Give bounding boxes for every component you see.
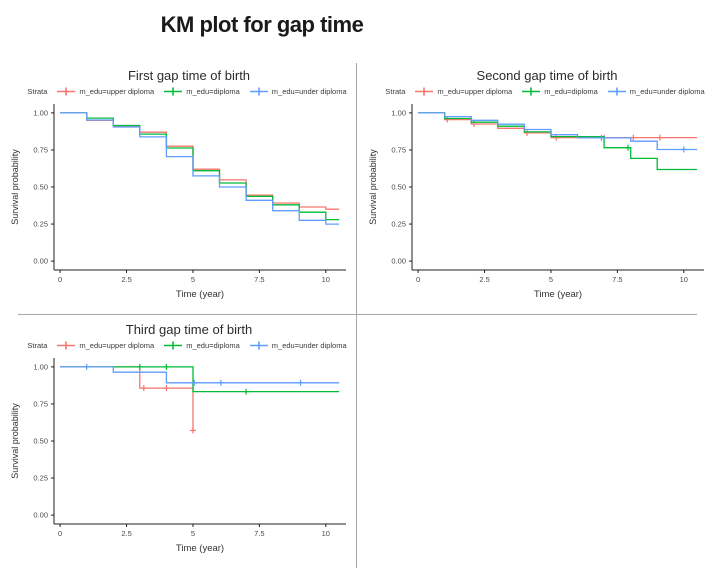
legend-item: m_edu=under diploma [249,87,347,96]
km-curve [60,112,340,225]
x-axis-title: Time (year) [176,289,224,300]
y-tick-label: 0.50 [33,183,48,192]
legend-label: m_edu=diploma [186,87,240,96]
x-tick-label: 5 [191,529,195,538]
x-tick-label: 0 [58,275,62,284]
km-curve [60,366,340,384]
x-tick-label: 10 [322,529,330,538]
empty-quadrant [358,314,714,580]
legend-item: m_edu=upper diploma [56,341,154,350]
km-curve [60,366,194,431]
subplot-second-gap: Second gap time of birth Strata m_edu=up… [358,60,714,314]
y-tick-label: 1.00 [33,362,48,371]
main-title: KM plot for gap time [160,12,364,37]
x-tick-label: 5 [191,275,195,284]
x-tick-label: 2.5 [121,275,131,284]
legend-label: m_edu=under diploma [271,341,347,350]
legend-item: m_edu=under diploma [607,87,705,96]
y-tick-label: 0.00 [391,257,406,266]
legend-key-icon [57,87,76,96]
plot-title: Third gap time of birth [125,322,253,337]
x-tick-label: 7.5 [612,275,622,284]
legend: Strata m_edu=upper diploma m_edu=diploma m… [0,341,356,350]
legend-label: m_edu=upper diploma [437,87,513,96]
legend-key-icon [607,87,626,96]
legend-title: Strata [27,341,48,350]
subplot-third-gap: Third gap time of birth Strata m_edu=upp… [0,314,356,580]
legend: Strata m_edu=upper diploma m_edu=diploma m… [358,87,714,96]
x-tick-label: 5 [549,275,553,284]
subplot-first-gap: First gap time of birth Strata m_edu=upp… [0,60,356,314]
legend: Strata m_edu=upper diploma m_edu=diploma m… [0,87,356,96]
legend-key-icon [164,341,183,350]
legend-title: Strata [27,87,48,96]
km-plot-panel: 0.00 0.25 0.50 0.75 1.00 0 2.5 5 7.5 10 Survival p… [10,358,346,554]
x-tick-label: 2.5 [479,275,489,284]
km-curve [418,112,698,151]
legend-item: m_edu=under diploma [249,341,347,350]
legend-label: m_edu=under diploma [629,87,705,96]
legend-label: m_edu=upper diploma [79,341,155,350]
legend-label: m_edu=under diploma [271,87,347,96]
y-tick-label: 0.75 [33,400,48,409]
legend-key-icon [164,87,183,96]
plot-title: First gap time of birth [127,68,251,83]
legend-item: m_edu=diploma [163,87,240,96]
quadrant-divider-horizontal [18,314,697,315]
y-tick-label: 0.25 [33,220,48,229]
y-tick-label: 0.00 [33,257,48,266]
x-axis-title: Time (year) [176,543,224,554]
legend-item: m_edu=diploma [521,87,598,96]
y-tick-label: 0.50 [391,183,406,192]
legend-key-icon [249,87,268,96]
km-curve [60,366,340,393]
y-tick-label: 0.75 [391,146,406,155]
y-tick-label: 0.25 [391,220,406,229]
x-tick-label: 10 [322,275,330,284]
y-tick-label: 0.25 [33,474,48,483]
y-tick-label: 0.00 [33,511,48,520]
plot-title: Second gap time of birth [476,68,618,83]
quadrant-divider-vertical [356,63,357,568]
legend-item: m_edu=upper diploma [56,87,154,96]
y-tick-label: 1.00 [391,108,406,117]
legend-label: m_edu=upper diploma [79,87,155,96]
legend-title: Strata [385,87,406,96]
y-axis-title: Survival probability [10,149,20,225]
y-tick-label: 1.00 [33,108,48,117]
x-tick-label: 7.5 [254,275,264,284]
y-axis-title: Survival probability [10,403,20,479]
legend-key-icon [249,341,268,350]
x-tick-label: 7.5 [254,529,264,538]
x-tick-label: 0 [58,529,62,538]
x-tick-label: 10 [680,275,688,284]
x-tick-label: 2.5 [121,529,131,538]
legend-key-icon [415,87,434,96]
x-axis-title: Time (year) [534,289,582,300]
y-axis-title: Survival probability [368,149,378,225]
legend-label: m_edu=diploma [544,87,598,96]
legend-key-icon [57,341,76,350]
x-tick-label: 0 [416,275,420,284]
y-tick-label: 0.75 [33,146,48,155]
km-plot-panel: 0.00 0.25 0.50 0.75 1.00 0 2.5 5 7.5 10 Survival p… [368,104,704,300]
legend-key-icon [522,87,541,96]
legend-label: m_edu=diploma [186,341,240,350]
y-tick-label: 0.50 [33,437,48,446]
km-plot-panel: 0.00 0.25 0.50 0.75 1.00 0 2.5 5 7.5 10 Survival p… [10,104,346,300]
km-curve [418,112,698,171]
km-curve [60,112,340,210]
legend-item: m_edu=diploma [163,341,240,350]
legend-item: m_edu=upper diploma [414,87,512,96]
